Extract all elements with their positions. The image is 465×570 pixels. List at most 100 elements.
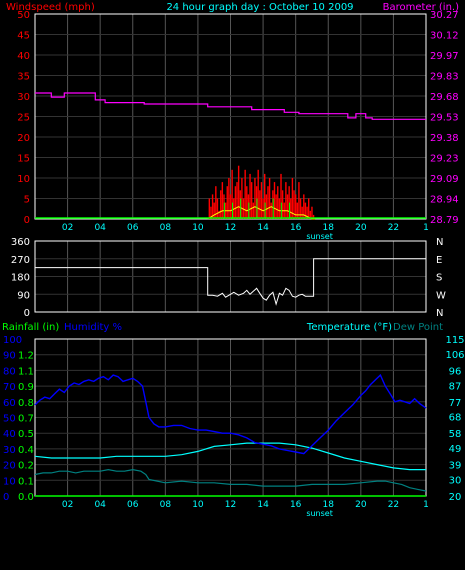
sunset-label: sunset <box>306 509 333 518</box>
plot-frame <box>34 240 427 313</box>
y-right-tick-label: 28.79 <box>430 215 459 226</box>
windspeed-axis-title: Windspeed (mph) <box>6 2 95 13</box>
y-left-tick-label: 30 <box>17 92 30 103</box>
compass-tick-label: N <box>436 308 443 319</box>
x-tick-label: 12 <box>225 223 236 233</box>
y-humidity-tick-label: 90 <box>3 351 16 362</box>
sunset-label: sunset <box>306 232 333 241</box>
wind-baro-panel: 0 5 10 15 20 25 30 35 40 45 50 28.79 28.94 29.09 29.23… <box>17 10 458 241</box>
y-rain-tick-label: 0.2 <box>18 461 34 472</box>
y-right-tick-label: 29.23 <box>430 154 459 165</box>
x-tick-label: 1 <box>423 500 429 510</box>
x-tick-label: 18 <box>323 223 335 233</box>
barometer-axis-title: Barometer (in.) <box>383 2 459 13</box>
x-tick-label: 08 <box>160 500 172 510</box>
y-right-tick-label: 29.53 <box>430 113 459 124</box>
dew-point-line <box>34 468 427 492</box>
y-humidity-tick-label: 10 <box>3 476 16 487</box>
y-direction-tick-label: 360 <box>11 237 30 248</box>
barometer-line <box>35 92 426 120</box>
y-left-tick-label: 15 <box>17 154 30 165</box>
y-right-tick-label: 30.27 <box>430 10 459 21</box>
x-tick-label: 1 <box>423 223 429 233</box>
x-tick-label: 02 <box>62 223 73 233</box>
y-rain-tick-label: 0.4 <box>18 445 34 456</box>
y-rain-tick-label: 0.7 <box>18 414 34 425</box>
y-left-tick-label: 10 <box>17 174 30 185</box>
humidity-axis-title: Humidity % <box>64 322 122 333</box>
wind-direction-line <box>35 258 426 306</box>
y-left-tick-label: 45 <box>17 31 30 42</box>
x-tick-label: 02 <box>62 500 73 510</box>
x-tick-label: 14 <box>257 223 269 233</box>
x-tick-label: 16 <box>290 223 302 233</box>
y-direction-tick-label: 90 <box>17 290 30 301</box>
y-humidity-tick-label: 70 <box>3 382 16 393</box>
y-humidity-tick-label: 50 <box>3 414 16 425</box>
y-left-tick-label: 5 <box>24 195 30 206</box>
x-tick-label: 22 <box>388 500 399 510</box>
y-temperature-tick-label: 77 <box>449 398 462 409</box>
y-temperature-tick-label: 68 <box>449 413 462 424</box>
x-tick-label: 06 <box>127 223 139 233</box>
y-left-tick-label: 50 <box>17 10 30 21</box>
y-temperature-tick-label: 39 <box>449 461 462 472</box>
y-right-tick-label: 29.38 <box>430 133 459 144</box>
humidity-line <box>34 373 427 455</box>
y-temperature-tick-label: 106 <box>445 350 464 361</box>
y-left-tick-label: 35 <box>17 72 30 83</box>
wind-average-line <box>207 206 316 220</box>
y-right-tick-label: 29.97 <box>430 51 459 62</box>
x-tick-label: 20 <box>355 500 367 510</box>
temperature-axis-title: Temperature (°F) <box>306 322 392 333</box>
x-tick-label: 14 <box>257 500 269 510</box>
compass-tick-label: W <box>436 290 446 301</box>
y-rain-tick-label: 1.1 <box>18 366 34 377</box>
humidity-temp-panel: 0 10 20 30 40 50 60 70 80 90 100 0.0 0.1 0.2 0.4 0.5 0.7… <box>3 335 465 518</box>
rainfall-axis-title: Rainfall (in) <box>2 322 59 333</box>
x-tick-label: 16 <box>290 500 302 510</box>
y-humidity-tick-label: 80 <box>3 366 16 377</box>
dewpoint-axis-title: Dew Point <box>393 322 443 333</box>
x-tick-label: 08 <box>160 223 172 233</box>
y-temperature-tick-label: 58 <box>449 429 462 440</box>
y-humidity-tick-label: 40 <box>3 429 16 440</box>
y-direction-tick-label: 270 <box>11 255 30 266</box>
y-temperature-tick-label: 115 <box>445 335 464 346</box>
x-tick-label: 12 <box>225 500 236 510</box>
compass-tick-label: S <box>436 273 442 284</box>
y-humidity-tick-label: 30 <box>3 445 16 456</box>
y-rain-tick-label: 0.8 <box>18 398 34 409</box>
y-humidity-tick-label: 100 <box>3 335 22 346</box>
y-rain-tick-label: 1.2 <box>18 351 34 362</box>
y-right-tick-label: 29.09 <box>430 174 459 185</box>
y-right-tick-label: 29.68 <box>430 92 459 103</box>
x-tick-label: 18 <box>323 500 335 510</box>
x-tick-label: 04 <box>94 223 106 233</box>
y-direction-tick-label: 0 <box>24 308 30 319</box>
y-temperature-tick-label: 96 <box>449 366 462 377</box>
y-rain-tick-label: 0.5 <box>18 429 34 440</box>
temperature-line <box>34 442 426 471</box>
compass-tick-label: N <box>436 237 443 248</box>
x-tick-label: 22 <box>388 223 399 233</box>
compass-tick-label: E <box>436 255 442 266</box>
y-temperature-tick-label: 87 <box>449 381 462 392</box>
x-tick-label: 06 <box>127 500 139 510</box>
y-rain-tick-label: 0.9 <box>18 382 34 393</box>
x-tick-label: 10 <box>192 500 204 510</box>
y-temperature-tick-label: 30 <box>449 475 462 486</box>
y-humidity-tick-label: 20 <box>3 461 16 472</box>
y-humidity-tick-label: 0 <box>3 492 9 503</box>
y-left-tick-label: 0 <box>24 215 30 226</box>
y-rain-tick-label: 0.0 <box>18 492 34 503</box>
y-left-tick-label: 40 <box>17 51 30 62</box>
y-right-tick-label: 30.12 <box>430 31 459 42</box>
x-tick-label: 10 <box>192 223 204 233</box>
x-tick-label: 20 <box>355 223 367 233</box>
y-temperature-tick-label: 49 <box>449 444 462 455</box>
y-left-tick-label: 20 <box>17 133 30 144</box>
